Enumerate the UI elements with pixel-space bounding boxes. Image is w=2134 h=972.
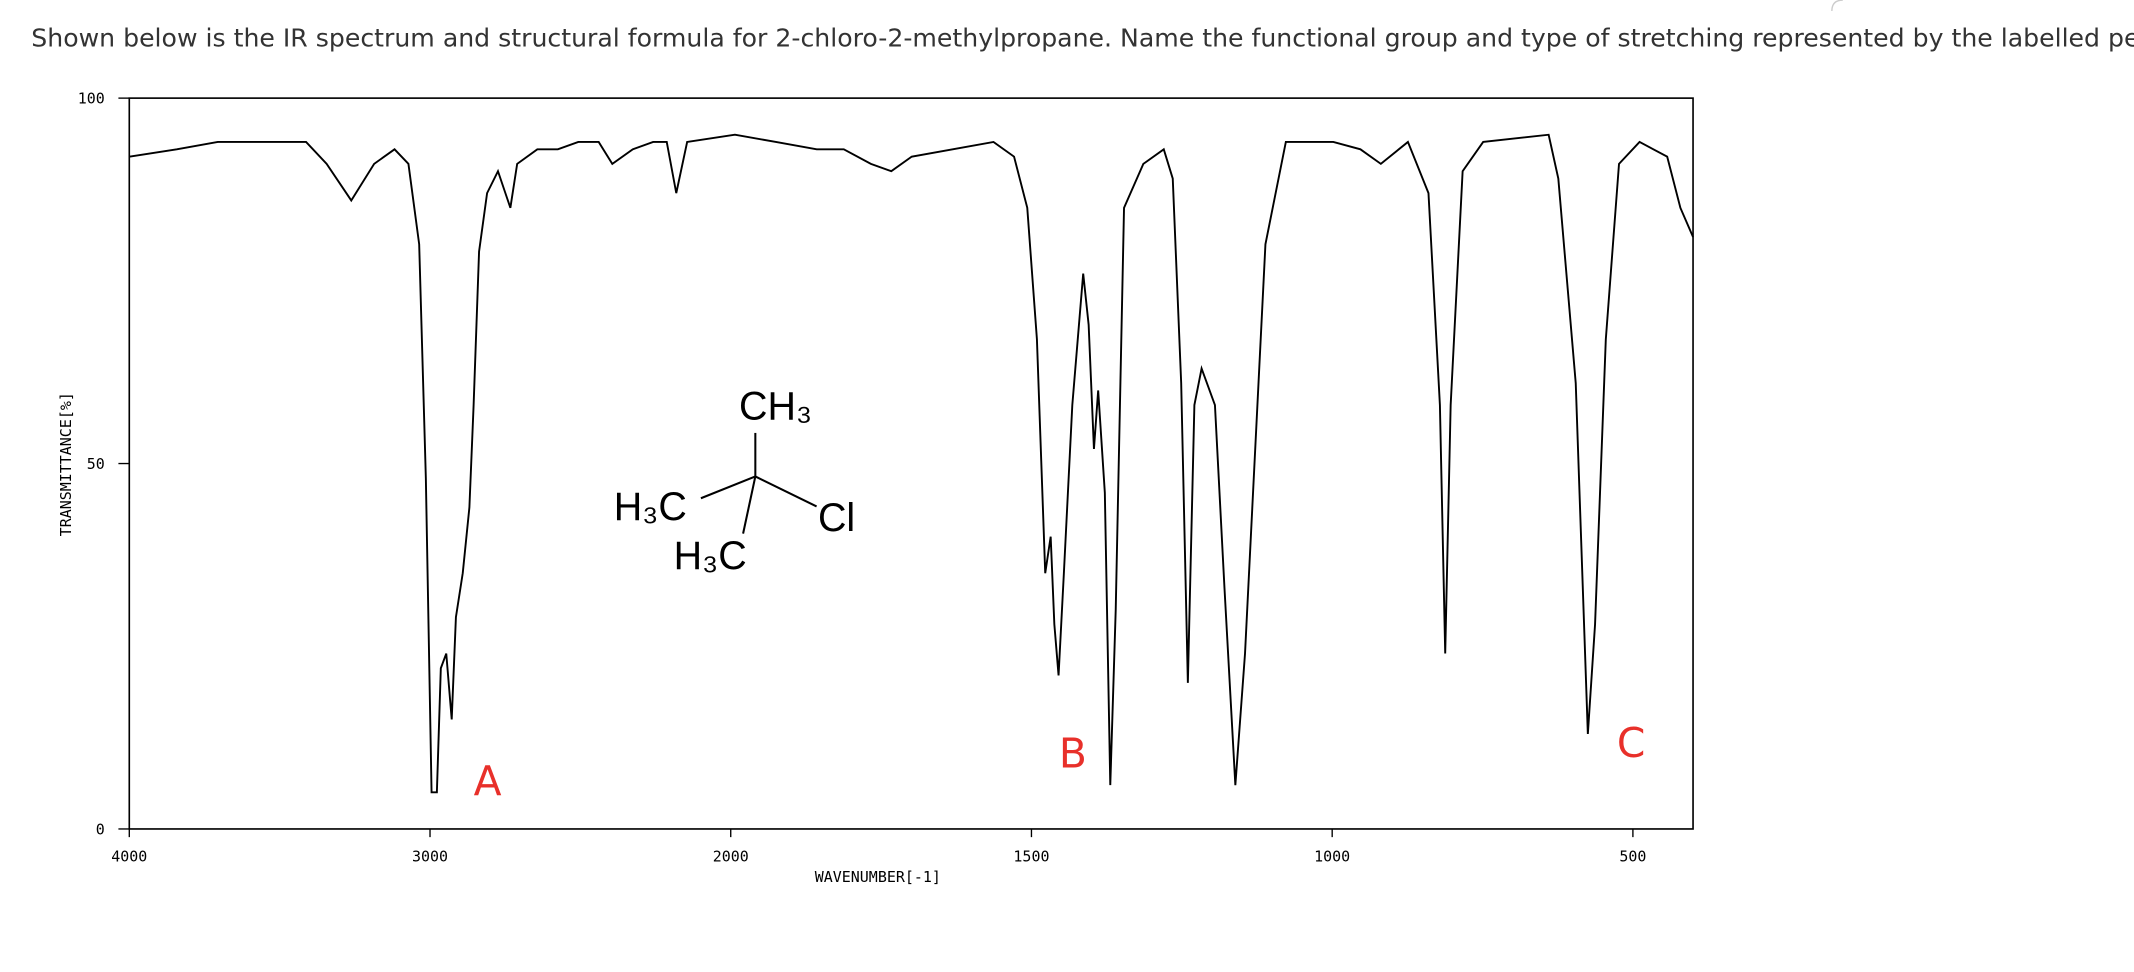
- bond: [742, 476, 757, 534]
- y-tick-label: 100: [78, 90, 105, 108]
- bond: [700, 475, 756, 500]
- plot: 0 50 100 4000 3000 2000 1500 1000 500 A B C: [78, 90, 1694, 866]
- structure-label: Cl: [818, 496, 855, 540]
- x-tick-label: 1500: [1013, 848, 1049, 866]
- structure: [700, 432, 818, 534]
- structure-label: H₃C: [674, 534, 747, 578]
- x-tick-label: 1000: [1314, 848, 1350, 866]
- plot-frame: [128, 97, 1694, 830]
- structure-label: H₃C: [614, 485, 687, 529]
- spectrum-line: [129, 133, 1694, 794]
- structure-label: CH₃: [739, 384, 812, 428]
- peak-label: C: [1617, 719, 1645, 767]
- bond: [754, 475, 818, 508]
- x-tick-label: 3000: [412, 848, 448, 866]
- peak-label: A: [474, 757, 502, 805]
- y-tick-label: 50: [87, 455, 105, 473]
- panel-corner: [1831, 0, 1843, 12]
- y-tick-label: 0: [96, 820, 105, 838]
- x-axis-label: WAVENUMBER[-1]: [815, 868, 941, 886]
- y-axis-label: TRANSMITTANCE[%]: [57, 392, 75, 536]
- question-text: Shown below is the IR spectrum and struc…: [31, 23, 2134, 52]
- peak-label: B: [1059, 730, 1087, 778]
- x-tick-label: 500: [1619, 848, 1646, 866]
- x-tick-label: 4000: [111, 848, 147, 866]
- x-tick-label: 2000: [713, 848, 749, 866]
